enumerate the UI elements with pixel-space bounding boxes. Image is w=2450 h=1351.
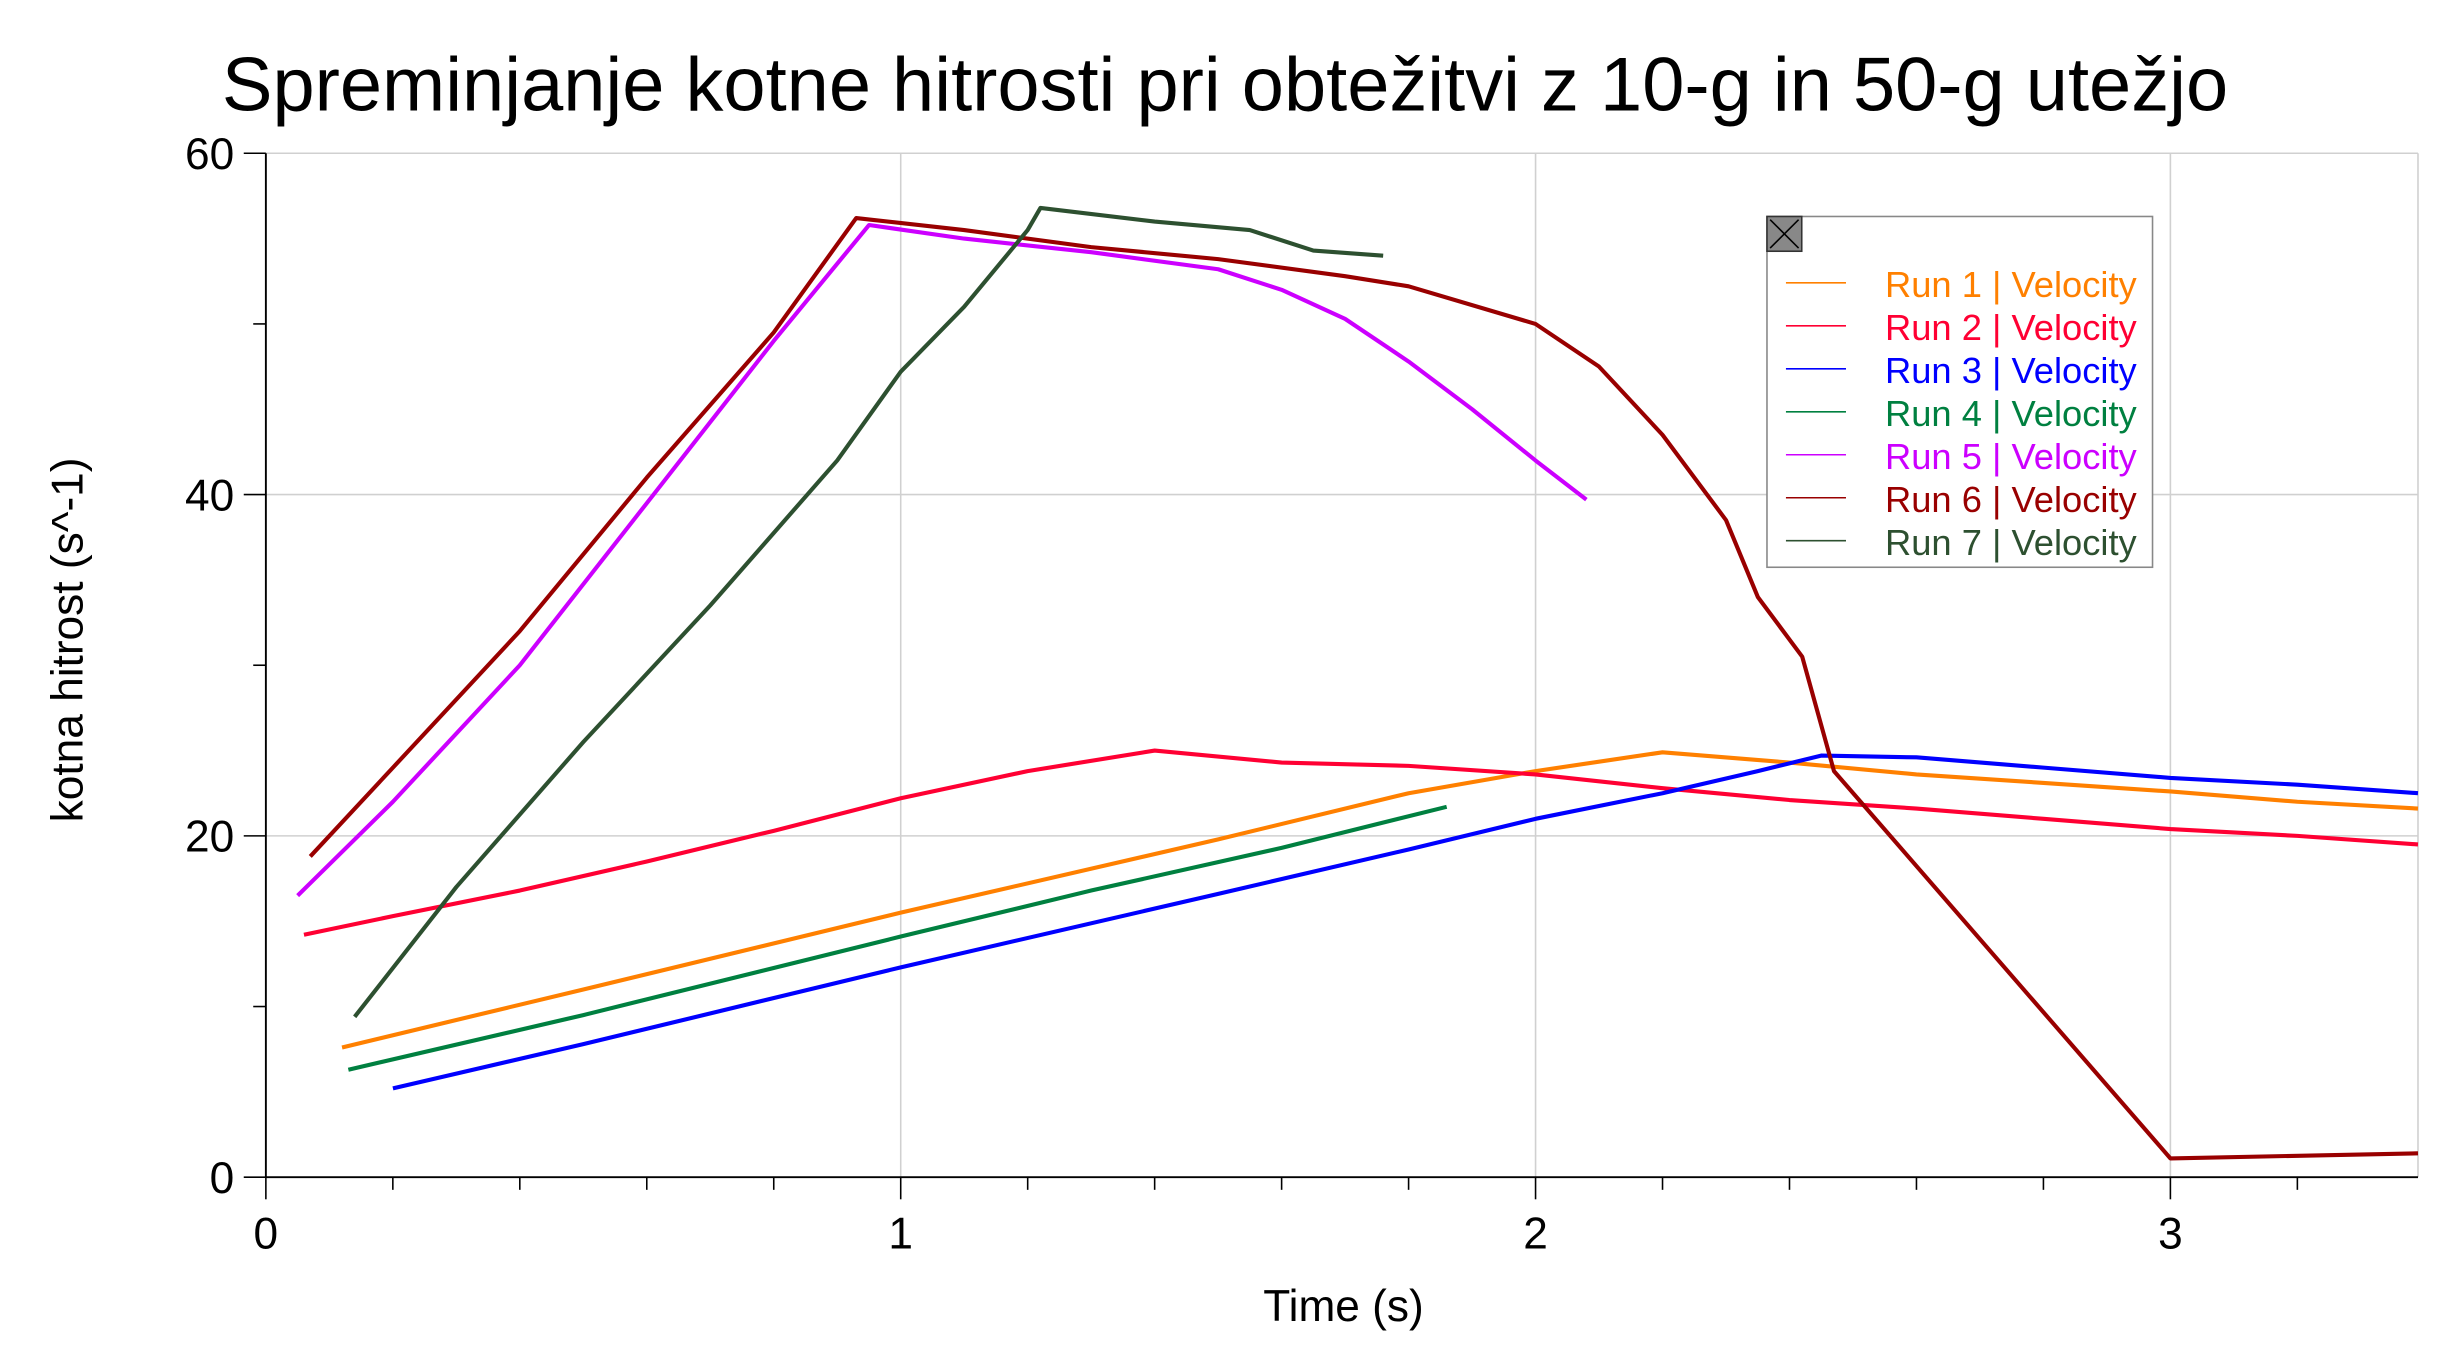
legend-label-run-6: Run 6 | Velocity (1885, 479, 2138, 520)
series-line-run-4 (347, 804, 1448, 1072)
x-tick-label: 0 (254, 1209, 279, 1258)
x-axis-label: Time (s) (1263, 1282, 1424, 1331)
legend-label-run-3: Run 3 | Velocity (1885, 350, 2138, 391)
legend-label-run-1: Run 1 | Velocity (1885, 264, 2138, 305)
legend-close-icon[interactable] (1766, 215, 1803, 253)
x-tick-label: 1 (888, 1209, 913, 1258)
legend-label-run-7: Run 7 | Velocity (1885, 522, 2138, 563)
legend-label-run-4: Run 4 | Velocity (1885, 393, 2138, 434)
y-tick-label: 60 (185, 130, 234, 179)
y-tick-label: 20 (185, 813, 234, 862)
y-tick-label: 40 (185, 471, 234, 520)
series-line-run-3 (392, 753, 2419, 1091)
series-group (296, 205, 2419, 1161)
series-line-run-6 (308, 216, 2419, 1161)
x-tick-label: 2 (1523, 1209, 1548, 1258)
series-line-run-2 (303, 748, 2419, 937)
series-line-run-1 (341, 750, 2419, 1050)
axes: 0 1 2 3 0 20 40 60 (185, 130, 2418, 1258)
y-axis-label: kotna hitrost (s^-1) (44, 457, 93, 822)
y-tick-label: 0 (210, 1154, 235, 1203)
series-line-run-7 (353, 205, 1384, 1019)
legend-label-run-2: Run 2 | Velocity (1885, 307, 2138, 348)
series-line-run-5 (296, 222, 1588, 898)
x-tick-label: 3 (2158, 1209, 2183, 1258)
chart-title: Spreminjanje kotne hitrosti pri obtežitv… (222, 43, 2228, 128)
legend-label-run-5: Run 5 | Velocity (1885, 436, 2138, 477)
